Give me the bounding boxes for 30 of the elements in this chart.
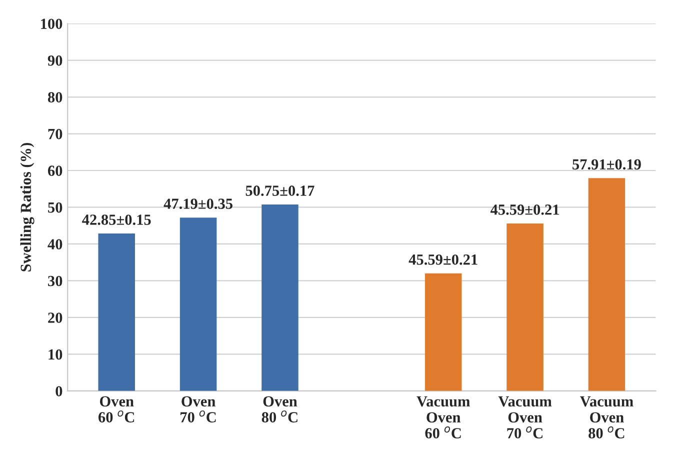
y-tick-label: 80 — [48, 92, 62, 102]
data-label: 50.75±0.17 — [246, 186, 314, 196]
x-tick-label: Oven 70 $^{o}$C — [180, 396, 216, 422]
y-tick-label: 50 — [48, 202, 62, 213]
bar — [588, 178, 626, 391]
bar — [180, 218, 217, 391]
x-tick-label: Vacuum Oven 70 $^{o}$C — [498, 396, 552, 438]
y-tick-label: 40 — [48, 239, 62, 250]
y-tick-label: 60 — [48, 166, 62, 176]
y-tick-label: 30 — [48, 276, 62, 286]
data-label: 47.19±0.35 — [164, 198, 232, 210]
data-label: 45.59±0.21 — [490, 204, 559, 215]
y-tick-label: 70 — [48, 128, 62, 140]
bar — [506, 223, 544, 391]
y-tick-label: 20 — [48, 312, 62, 323]
y-tick-label: 90 — [48, 55, 62, 66]
bar — [98, 234, 135, 391]
y-tick-label: 100 — [41, 18, 62, 29]
x-tick-label: Oven 60 $^{o}$C — [98, 396, 134, 422]
annotation: 45.59±0.21 — [408, 254, 478, 265]
bar — [262, 204, 298, 391]
x-tick-label: Oven 80 $^{o}$C — [262, 396, 298, 422]
y-tick-label: 0 — [56, 386, 62, 396]
x-tick-label: Vacuum Oven 60 $^{o}$C — [416, 396, 470, 438]
y-axis-title: Swelling Ratios (%) — [20, 142, 34, 272]
y-tick-label: 10 — [48, 349, 62, 360]
data-label: 57.91±0.19 — [572, 159, 641, 170]
bar — [424, 273, 462, 391]
data-label: 42.85±0.15 — [82, 214, 151, 225]
x-tick-label: Vacuum Oven 80 $^{o}$C — [580, 396, 634, 438]
